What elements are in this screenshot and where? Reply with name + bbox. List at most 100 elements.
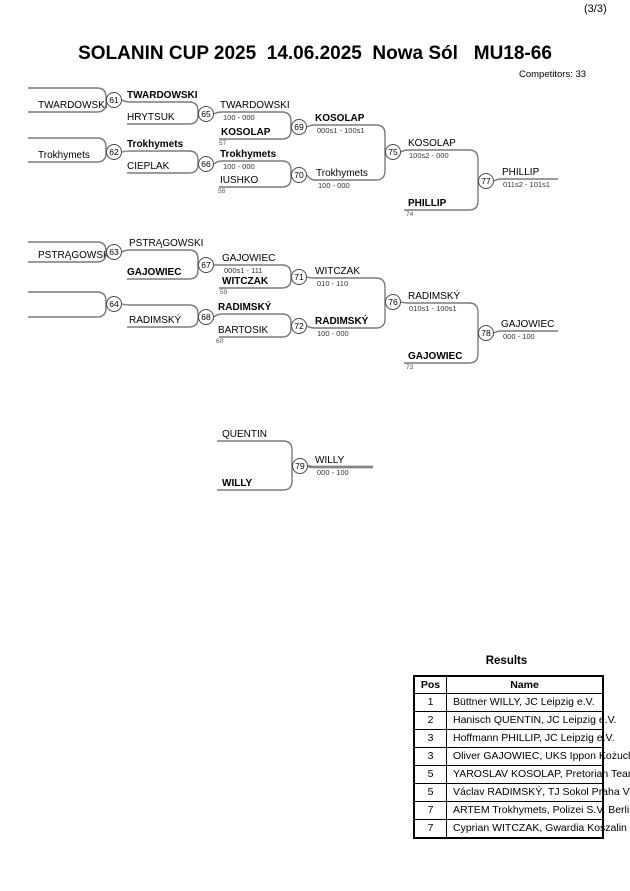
player-label: RADIMSKÝ — [129, 315, 182, 326]
player-label: WITCZAK — [222, 276, 269, 287]
player-label: WITCZAK — [315, 266, 360, 277]
name-cell: Büttner WILLY, JC Leipzig e.V. — [453, 696, 595, 708]
match-circle-64: 64 — [106, 296, 122, 312]
player-label: GAJOWIEC — [408, 351, 463, 362]
player-label: Trokhymets — [220, 149, 277, 160]
name-cell: Oliver GAJOWIEC, UKS Ippon Kożuchów — [453, 750, 630, 762]
score-label: 100 - 000 — [318, 181, 350, 190]
match-circle-76: 76 — [385, 294, 401, 310]
table-row: 2 Hanisch QUENTIN, JC Leipzig e.V. — [415, 711, 617, 729]
pos-cell: 7 — [415, 802, 447, 819]
name-cell: Hoffmann PHILLIP, JC Leipzig e.V. — [453, 732, 615, 744]
score-label: 000 - 100 — [503, 332, 535, 341]
player-label: PSTRĄGOWSKI — [38, 250, 113, 261]
match-circle-67: 67 — [198, 257, 214, 273]
player-label: PSTRĄGOWSKI — [129, 238, 204, 249]
tournament-title: SOLANIN CUP 2025 14.06.2025 Nowa Sól MU1… — [78, 43, 552, 64]
match-circle-61: 61 — [106, 92, 122, 108]
score-label: 010s1 - 100s1 — [409, 304, 457, 313]
player-label: KOSOLAP — [408, 138, 456, 149]
winner-label: PHILLIP — [502, 167, 540, 178]
player-label: RADIMSKÝ — [408, 291, 461, 302]
match-circle-78: 78 — [478, 325, 494, 341]
name-cell: Hanisch QUENTIN, JC Leipzig e.V. — [453, 714, 617, 726]
player-label: GAJOWIEC — [222, 253, 276, 264]
table-row: 5 Václav RADIMSKÝ, TJ Sokol Praha V — [415, 783, 630, 801]
player-label: Trokhymets — [316, 168, 368, 179]
match-ref-label: 57 — [219, 140, 227, 147]
match-circle-70: 70 — [291, 167, 307, 183]
player-label: WILLY — [222, 478, 253, 489]
player-label: RADIMSKÝ — [315, 316, 369, 327]
player-label: HRYTSUK — [127, 112, 175, 123]
table-row: 1 Büttner WILLY, JC Leipzig e.V. — [415, 693, 602, 711]
score-label: 000s1 - 100s1 — [317, 126, 365, 135]
player-label: BARTOSIK — [218, 325, 269, 336]
name-cell: ARTEM Trokhymets, Polizei S.V. Berlin — [453, 804, 630, 816]
match-circle-71: 71 — [291, 269, 307, 285]
page-indicator: (3/3) — [584, 3, 607, 15]
pos-cell: 3 — [415, 730, 447, 747]
player-label: IUSHKO — [220, 175, 259, 186]
match-ref-label: 74 — [406, 211, 414, 218]
name-cell: Václav RADIMSKÝ, TJ Sokol Praha V — [453, 786, 630, 798]
match-circle-69: 69 — [291, 119, 307, 135]
table-row: 3 Hoffmann PHILLIP, JC Leipzig e.V. — [415, 729, 615, 747]
player-label: GAJOWIEC — [127, 267, 182, 278]
table-row: 3 Oliver GAJOWIEC, UKS Ippon Kożuchów — [415, 747, 630, 765]
match-circle-63: 63 — [106, 244, 122, 260]
table-row: 7 ARTEM Trokhymets, Polizei S.V. Berlin — [415, 801, 630, 819]
results-table: Pos Name 1 Büttner WILLY, JC Leipzig e.V… — [413, 675, 630, 839]
pos-cell: 5 — [415, 766, 447, 783]
winner-label: WILLY — [315, 455, 345, 466]
match-circle-65: 65 — [198, 106, 214, 122]
score-label: 100 - 000 — [317, 329, 349, 338]
score-label: 100 - 000 — [223, 113, 255, 122]
match-circle-77: 77 — [478, 173, 494, 189]
competitors-count: Competitors: 33 — [519, 69, 587, 80]
player-label: KOSOLAP — [315, 113, 365, 124]
player-label: TWARDOWSKI — [127, 90, 198, 101]
match-circle-75: 75 — [385, 144, 401, 160]
score-label: 100s2 - 000 — [409, 151, 449, 160]
score-label: 011s2 - 101s1 — [503, 180, 550, 189]
name-header: Name — [510, 679, 539, 691]
player-label: KOSOLAP — [221, 127, 271, 138]
match-circle-66: 66 — [198, 156, 214, 172]
player-label: CIEPLAK — [127, 161, 170, 172]
player-label: Trokhymets — [38, 150, 90, 161]
match-ref-label: 59 — [220, 289, 228, 296]
name-cell: YAROSLAV KOSOLAP, Pretorian Team — [453, 768, 630, 780]
score-label: 100 - 000 — [223, 162, 255, 171]
pos-cell: 3 — [415, 748, 447, 765]
player-label: RADIMSKÝ — [218, 302, 272, 313]
score-label: 000 - 100 — [317, 468, 349, 477]
match-circle-68: 68 — [198, 309, 214, 325]
name-cell: Cyprian WITCZAK, Gwardia Koszalin — [453, 822, 627, 834]
pos-cell: 1 — [415, 694, 447, 711]
score-label: 010 - 110 — [317, 279, 349, 288]
table-header-row: Pos Name — [415, 677, 602, 693]
player-label: TWARDOWSKI — [220, 100, 290, 111]
player-label: QUENTIN — [222, 429, 267, 440]
pos-cell: 2 — [415, 712, 447, 729]
match-ref-label: 58 — [218, 188, 226, 195]
winner-label: GAJOWIEC — [501, 319, 555, 330]
player-label: PHILLIP — [408, 198, 447, 209]
score-label: 000s1 - 111 — [224, 266, 263, 275]
match-ref-label: 60 — [216, 338, 224, 345]
pos-cell: 5 — [415, 784, 447, 801]
match-ref-label: 73 — [406, 364, 414, 371]
match-circle-72: 72 — [291, 318, 307, 334]
pos-header: Pos — [415, 677, 447, 693]
match-circle-62: 62 — [106, 144, 122, 160]
table-row: 7 Cyprian WITCZAK, Gwardia Koszalin — [415, 819, 627, 837]
player-label: Trokhymets — [127, 139, 184, 150]
results-title: Results — [485, 655, 528, 667]
match-circle-79: 79 — [292, 458, 308, 474]
pos-cell: 7 — [415, 820, 447, 837]
table-row: 5 YAROSLAV KOSOLAP, Pretorian Team — [415, 765, 630, 783]
player-label: TWARDOWSKI — [38, 100, 108, 111]
